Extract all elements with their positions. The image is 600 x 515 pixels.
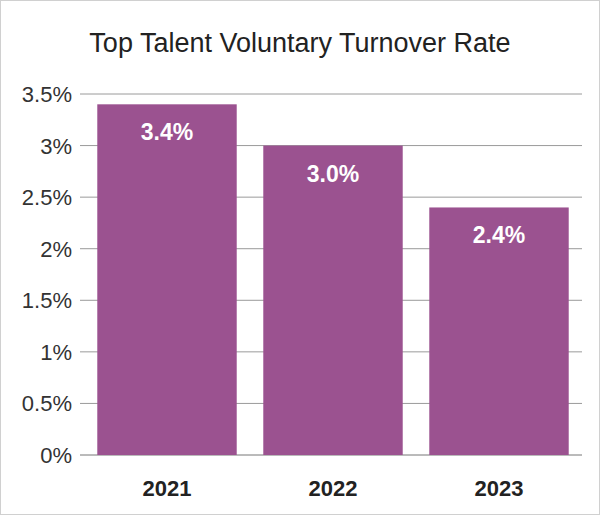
- y-tick-label: 1.5%: [22, 288, 72, 313]
- chart-svg: Top Talent Voluntary Turnover Rate 0% 0.5%…: [0, 0, 600, 515]
- x-tick-label: 2022: [309, 476, 358, 501]
- data-label: 3.4%: [141, 119, 193, 145]
- y-tick-label: 2%: [40, 237, 72, 262]
- data-label: 2.4%: [473, 222, 525, 248]
- background: [1, 1, 600, 515]
- chart-container: Top Talent Voluntary Turnover Rate 0% 0.5%…: [0, 0, 600, 515]
- x-tick-label: 2021: [143, 476, 192, 501]
- bar: [263, 146, 402, 455]
- chart-title: Top Talent Voluntary Turnover Rate: [89, 28, 510, 58]
- y-tick-label: 3.5%: [22, 82, 72, 107]
- y-tick-label: 0%: [40, 443, 72, 468]
- bar: [429, 207, 568, 455]
- bars: [97, 104, 568, 455]
- grid: [80, 94, 582, 455]
- grid-line: [80, 94, 582, 95]
- y-tick-label: 2.5%: [22, 185, 72, 210]
- x-tick-label: 2023: [475, 476, 524, 501]
- y-tick-label: 0.5%: [22, 391, 72, 416]
- y-tick-label: 3%: [40, 134, 72, 159]
- y-tick-label: 1%: [40, 340, 72, 365]
- data-label: 3.0%: [307, 161, 359, 187]
- bar: [97, 104, 236, 455]
